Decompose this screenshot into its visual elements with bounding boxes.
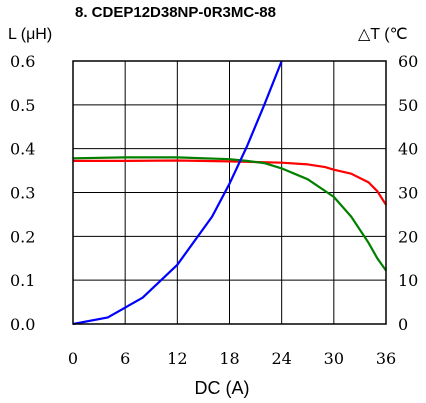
chart-title: 8. CDEP12D38NP-0R3MC-88: [75, 4, 276, 21]
plot-frame: [72, 60, 387, 325]
series-line-2: [72, 156, 387, 272]
x-tick-label: 24: [271, 349, 291, 368]
x-tick-label: 0: [68, 349, 78, 368]
y-left-tick-label: 0.2: [10, 227, 35, 246]
x-axis-label: DC (A): [195, 378, 250, 398]
series-line-3: [72, 60, 283, 326]
series-group: [72, 60, 387, 326]
x-tick-label: 30: [324, 349, 344, 368]
y-right-tick-label: 0: [398, 315, 408, 334]
x-tick-label: 18: [219, 349, 239, 368]
y-left-tick-label: 0.6: [10, 52, 35, 71]
right-axis-label: △T (℃: [358, 26, 408, 43]
x-tick-label: 6: [120, 349, 130, 368]
y-left-tick-label: 0.5: [10, 96, 35, 115]
left-axis-label: L (μH): [8, 26, 52, 43]
x-tick-label: 36: [376, 349, 396, 368]
x-tick-label: 12: [167, 349, 187, 368]
grid: [73, 61, 386, 324]
y-right-tick-label: 50: [398, 96, 418, 115]
y-right-tick-label: 40: [398, 140, 418, 159]
y-right-tick-label: 60: [398, 52, 418, 71]
y-left-tick-label: 0.0: [10, 315, 35, 334]
y-right-tick-label: 20: [398, 227, 418, 246]
y-left-tick-label: 0.4: [10, 140, 35, 159]
y-right-tick-label: 10: [398, 271, 418, 290]
y-right-tick-label: 30: [398, 184, 418, 203]
series-line-1: [73, 159, 387, 206]
tick-labels: 0 6 12 18 24 30 36 0.0 0.1 0.2 0.3 0.4 0.5 0.6 0 10 20 30…: [10, 52, 418, 368]
y-left-tick-label: 0.3: [10, 184, 35, 203]
y-left-tick-label: 0.1: [10, 271, 35, 290]
